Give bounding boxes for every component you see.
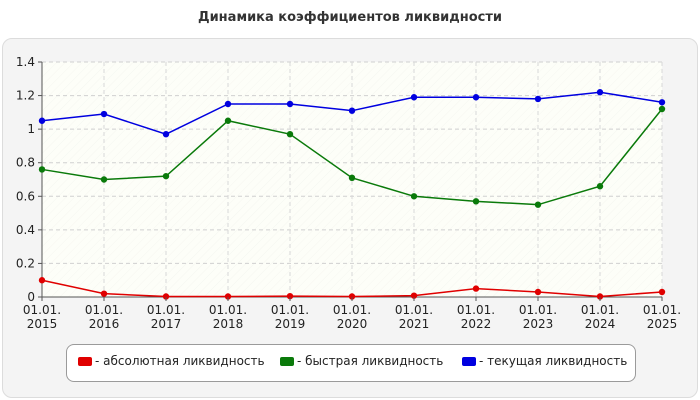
x-tick-label-year: 2015 <box>27 317 58 331</box>
series-point-0 <box>596 293 604 300</box>
series-point-1 <box>596 183 604 190</box>
x-tick-label: 01.01. <box>85 303 123 317</box>
series-point-1 <box>410 193 418 200</box>
y-tick-label: 1.4 <box>16 55 35 69</box>
series-point-1 <box>348 174 356 182</box>
y-tick-label: 0.2 <box>16 256 35 270</box>
x-tick-label-year: 2019 <box>275 317 306 331</box>
legend-label-current: - текущая ликвидность <box>479 354 628 368</box>
series-point-2 <box>286 100 294 108</box>
x-tick-label-year: 2025 <box>647 317 678 331</box>
series-point-0 <box>286 292 294 300</box>
series-point-2 <box>348 107 356 114</box>
x-tick-label: 01.01. <box>581 303 619 317</box>
series-point-0 <box>534 288 542 296</box>
series-point-2 <box>38 117 46 124</box>
series-point-2 <box>658 99 666 106</box>
legend-swatch-current <box>462 357 476 366</box>
legend-item-absolute: - абсолютная ликвидность <box>78 354 265 368</box>
series-point-1 <box>534 201 542 208</box>
x-tick-label-year: 2024 <box>585 317 616 331</box>
chart-legend: - абсолютная ликвидность - быстрая ликви… <box>66 344 636 382</box>
x-tick-label: 01.01. <box>333 303 371 317</box>
legend-swatch-absolute <box>78 357 92 366</box>
x-tick-label-year: 2017 <box>151 317 182 331</box>
y-tick-label: 0.4 <box>16 223 35 237</box>
x-tick-label: 01.01. <box>457 303 495 317</box>
series-point-1 <box>100 176 108 183</box>
x-tick-label-year: 2020 <box>337 317 368 331</box>
series-point-2 <box>596 89 604 96</box>
series-point-1 <box>224 117 232 124</box>
x-tick-label: 01.01. <box>395 303 433 317</box>
legend-item-current: - текущая ликвидность <box>462 354 627 368</box>
series-point-2 <box>410 94 418 101</box>
y-tick-label: 1 <box>27 122 35 136</box>
series-point-1 <box>38 166 46 173</box>
chart-title: Динамика коэффициентов ликвидности <box>198 10 502 25</box>
y-tick-label: 0.6 <box>16 189 35 203</box>
series-point-0 <box>472 285 480 292</box>
x-tick-label-year: 2021 <box>399 317 430 331</box>
x-tick-label: 01.01. <box>519 303 557 317</box>
series-point-0 <box>658 288 666 296</box>
series-point-2 <box>100 110 108 118</box>
legend-label-absolute: - абсолютная ликвидность <box>95 354 265 368</box>
series-point-1 <box>286 130 294 138</box>
y-tick-label: 0.8 <box>16 156 35 170</box>
y-tick-label: 0 <box>27 290 35 304</box>
x-tick-label: 01.01. <box>643 303 681 317</box>
series-point-2 <box>472 94 480 101</box>
series-point-1 <box>658 105 666 113</box>
series-point-2 <box>162 130 170 138</box>
x-tick-label-year: 2018 <box>213 317 244 331</box>
series-point-2 <box>224 100 232 108</box>
series-point-0 <box>410 292 418 299</box>
x-tick-label: 01.01. <box>209 303 247 317</box>
x-tick-label-year: 2023 <box>523 317 554 331</box>
x-tick-label-year: 2016 <box>89 317 120 331</box>
x-tick-label: 01.01. <box>147 303 185 317</box>
legend-swatch-quick <box>280 357 294 366</box>
y-tick-label: 1.2 <box>16 89 35 103</box>
series-point-2 <box>534 95 542 103</box>
series-point-1 <box>162 172 170 180</box>
series-point-0 <box>348 293 356 300</box>
series-point-0 <box>100 290 108 297</box>
series-point-0 <box>162 293 170 300</box>
series-point-0 <box>224 293 232 300</box>
legend-item-quick: - быстрая ликвидность <box>280 354 443 368</box>
x-tick-label: 01.01. <box>23 303 61 317</box>
series-point-1 <box>472 198 480 205</box>
x-tick-label-year: 2022 <box>461 317 492 331</box>
x-tick-label: 01.01. <box>271 303 309 317</box>
legend-label-quick: - быстрая ликвидность <box>297 354 444 368</box>
series-point-0 <box>38 277 46 284</box>
